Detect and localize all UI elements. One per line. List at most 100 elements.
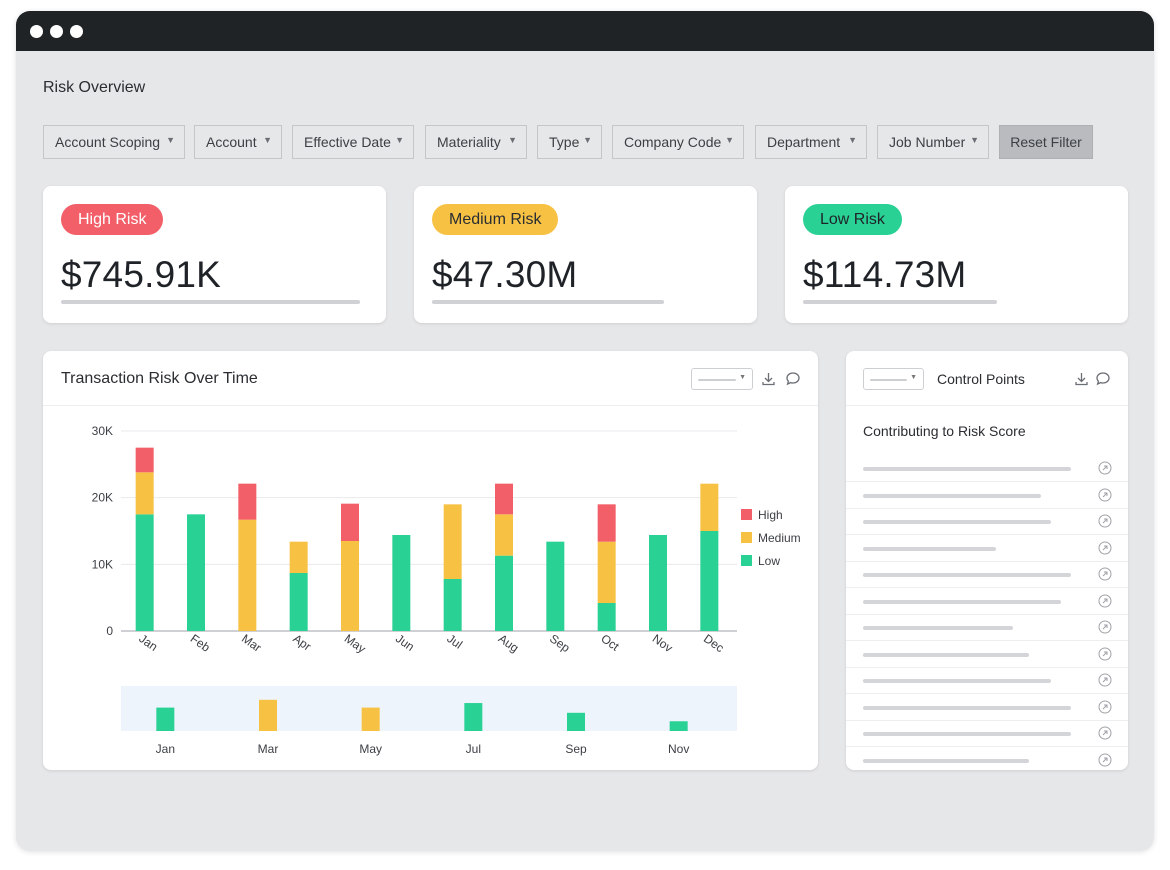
filter-materiality[interactable]: Materiality ▼ bbox=[425, 125, 527, 159]
control-point-row[interactable] bbox=[846, 642, 1128, 668]
control-point-row[interactable] bbox=[846, 562, 1128, 588]
control-options-select[interactable]: ▼ bbox=[863, 368, 924, 390]
bar-segment-low bbox=[495, 555, 513, 631]
navigator-label: May bbox=[359, 742, 382, 756]
medium-risk-card[interactable]: Medium Risk $47.30M bbox=[414, 186, 757, 323]
navigator-bar bbox=[464, 703, 483, 731]
arrow-up-right-icon[interactable] bbox=[1098, 753, 1112, 767]
select-placeholder-line bbox=[870, 379, 907, 381]
arrow-up-right-icon[interactable] bbox=[1098, 514, 1112, 528]
filter-effective-date[interactable]: Effective Date ▼ bbox=[292, 125, 414, 159]
control-point-placeholder bbox=[863, 520, 1051, 524]
app-window: Risk Overview Account Scoping ▼ Account ▼ … bbox=[16, 11, 1154, 851]
window-control-dot[interactable] bbox=[30, 25, 43, 38]
bar-segment-medium bbox=[443, 504, 462, 579]
filter-label: Company Code bbox=[624, 134, 722, 150]
bar-segment-medium bbox=[135, 472, 154, 515]
kpi-progress-bar bbox=[803, 300, 997, 304]
reset-filter-button[interactable]: Reset Filter bbox=[999, 125, 1093, 159]
download-icon[interactable] bbox=[761, 371, 776, 386]
bar-segment-medium bbox=[289, 541, 308, 573]
filter-label: Department bbox=[767, 134, 841, 150]
control-point-placeholder bbox=[863, 679, 1051, 683]
select-placeholder-line bbox=[698, 379, 736, 381]
navigator-label: Mar bbox=[258, 742, 279, 756]
control-point-placeholder bbox=[863, 599, 1061, 604]
arrow-up-right-icon[interactable] bbox=[1098, 647, 1112, 661]
x-tick-label: Jun bbox=[393, 631, 417, 654]
control-point-row[interactable] bbox=[846, 615, 1128, 641]
arrow-up-right-icon[interactable] bbox=[1098, 461, 1112, 475]
medium-risk-value: $47.30M bbox=[432, 254, 578, 295]
control-point-row[interactable] bbox=[846, 456, 1128, 482]
filter-label: Account Scoping bbox=[55, 134, 161, 150]
arrow-up-right-icon[interactable] bbox=[1098, 700, 1112, 714]
control-point-row[interactable] bbox=[846, 509, 1128, 535]
navigator-bar bbox=[669, 721, 688, 731]
filter-job-number[interactable]: Job Number ▼ bbox=[877, 125, 989, 159]
navigator-label: Jan bbox=[156, 742, 175, 756]
window-control-dot[interactable] bbox=[50, 25, 63, 38]
bar-segment-medium bbox=[341, 541, 359, 631]
filter-type[interactable]: Type ▼ bbox=[537, 125, 602, 159]
bar-segment-low bbox=[289, 573, 308, 631]
chevron-down-icon: ▼ bbox=[848, 135, 857, 145]
chart-options-select[interactable]: ▼ bbox=[691, 368, 753, 390]
arrow-up-right-icon[interactable] bbox=[1098, 620, 1112, 634]
x-tick-label: Dec bbox=[701, 631, 727, 655]
control-point-row[interactable] bbox=[846, 536, 1128, 562]
filter-department[interactable]: Department ▼ bbox=[755, 125, 867, 159]
control-points-panel: ▼ Control Points Contributing to Risk Sc… bbox=[846, 351, 1128, 770]
bar-segment-low bbox=[597, 603, 616, 631]
filter-company-code[interactable]: Company Code ▼ bbox=[612, 125, 744, 159]
navigator-label: Nov bbox=[668, 742, 689, 756]
filter-account[interactable]: Account ▼ bbox=[194, 125, 282, 159]
comment-icon[interactable] bbox=[1095, 371, 1111, 386]
page-title: Risk Overview bbox=[43, 79, 146, 96]
low-risk-badge: Low Risk bbox=[803, 204, 902, 235]
control-point-placeholder bbox=[863, 493, 1041, 498]
filter-label: Account bbox=[206, 134, 257, 150]
chevron-down-icon: ▼ bbox=[725, 135, 734, 145]
bar-segment-low bbox=[135, 514, 154, 631]
arrow-up-right-icon[interactable] bbox=[1098, 594, 1112, 608]
bar-segment-high bbox=[238, 483, 257, 520]
control-point-placeholder bbox=[863, 758, 1029, 763]
high-risk-card[interactable]: High Risk $745.91K bbox=[43, 186, 386, 323]
control-point-row[interactable] bbox=[846, 748, 1128, 771]
filter-account-scoping[interactable]: Account Scoping ▼ bbox=[43, 125, 185, 159]
bar-segment-low bbox=[392, 535, 411, 631]
arrow-up-right-icon[interactable] bbox=[1098, 726, 1112, 740]
control-point-placeholder bbox=[863, 467, 1071, 471]
y-tick-label: 20K bbox=[92, 491, 113, 505]
bar-segment-medium bbox=[700, 483, 719, 531]
comment-icon[interactable] bbox=[785, 371, 801, 386]
download-icon[interactable] bbox=[1074, 371, 1089, 386]
control-point-row[interactable] bbox=[846, 695, 1128, 721]
x-tick-label: Jul bbox=[444, 631, 465, 651]
navigator-label: Jul bbox=[466, 742, 481, 756]
low-risk-card[interactable]: Low Risk $114.73M bbox=[785, 186, 1128, 323]
x-tick-label: Apr bbox=[290, 631, 313, 653]
arrow-up-right-icon[interactable] bbox=[1098, 488, 1112, 502]
navigator-bar bbox=[156, 707, 175, 731]
control-point-placeholder bbox=[863, 546, 996, 551]
control-point-row[interactable] bbox=[846, 668, 1128, 694]
control-point-row[interactable] bbox=[846, 589, 1128, 615]
legend-swatch-high bbox=[741, 509, 752, 520]
arrow-up-right-icon[interactable] bbox=[1098, 541, 1112, 555]
transaction-risk-chart[interactable]: 0 10K 20K 30K Jan Feb Mar Apr May Jun Jul Aug Sep Oct… bbox=[43, 406, 818, 770]
arrow-up-right-icon[interactable] bbox=[1098, 567, 1112, 581]
control-point-row[interactable] bbox=[846, 721, 1128, 747]
window-control-dot[interactable] bbox=[70, 25, 83, 38]
chevron-down-icon: ▼ bbox=[739, 374, 746, 381]
panel-divider bbox=[43, 405, 818, 406]
legend-swatch-medium bbox=[741, 532, 752, 543]
chevron-down-icon: ▼ bbox=[166, 135, 175, 145]
bar-segment-high bbox=[135, 447, 154, 473]
medium-risk-badge: Medium Risk bbox=[432, 204, 559, 235]
arrow-up-right-icon[interactable] bbox=[1098, 673, 1112, 687]
chevron-down-icon: ▼ bbox=[970, 135, 979, 145]
legend-label-medium: Medium bbox=[758, 531, 801, 545]
control-point-row[interactable] bbox=[846, 483, 1128, 509]
